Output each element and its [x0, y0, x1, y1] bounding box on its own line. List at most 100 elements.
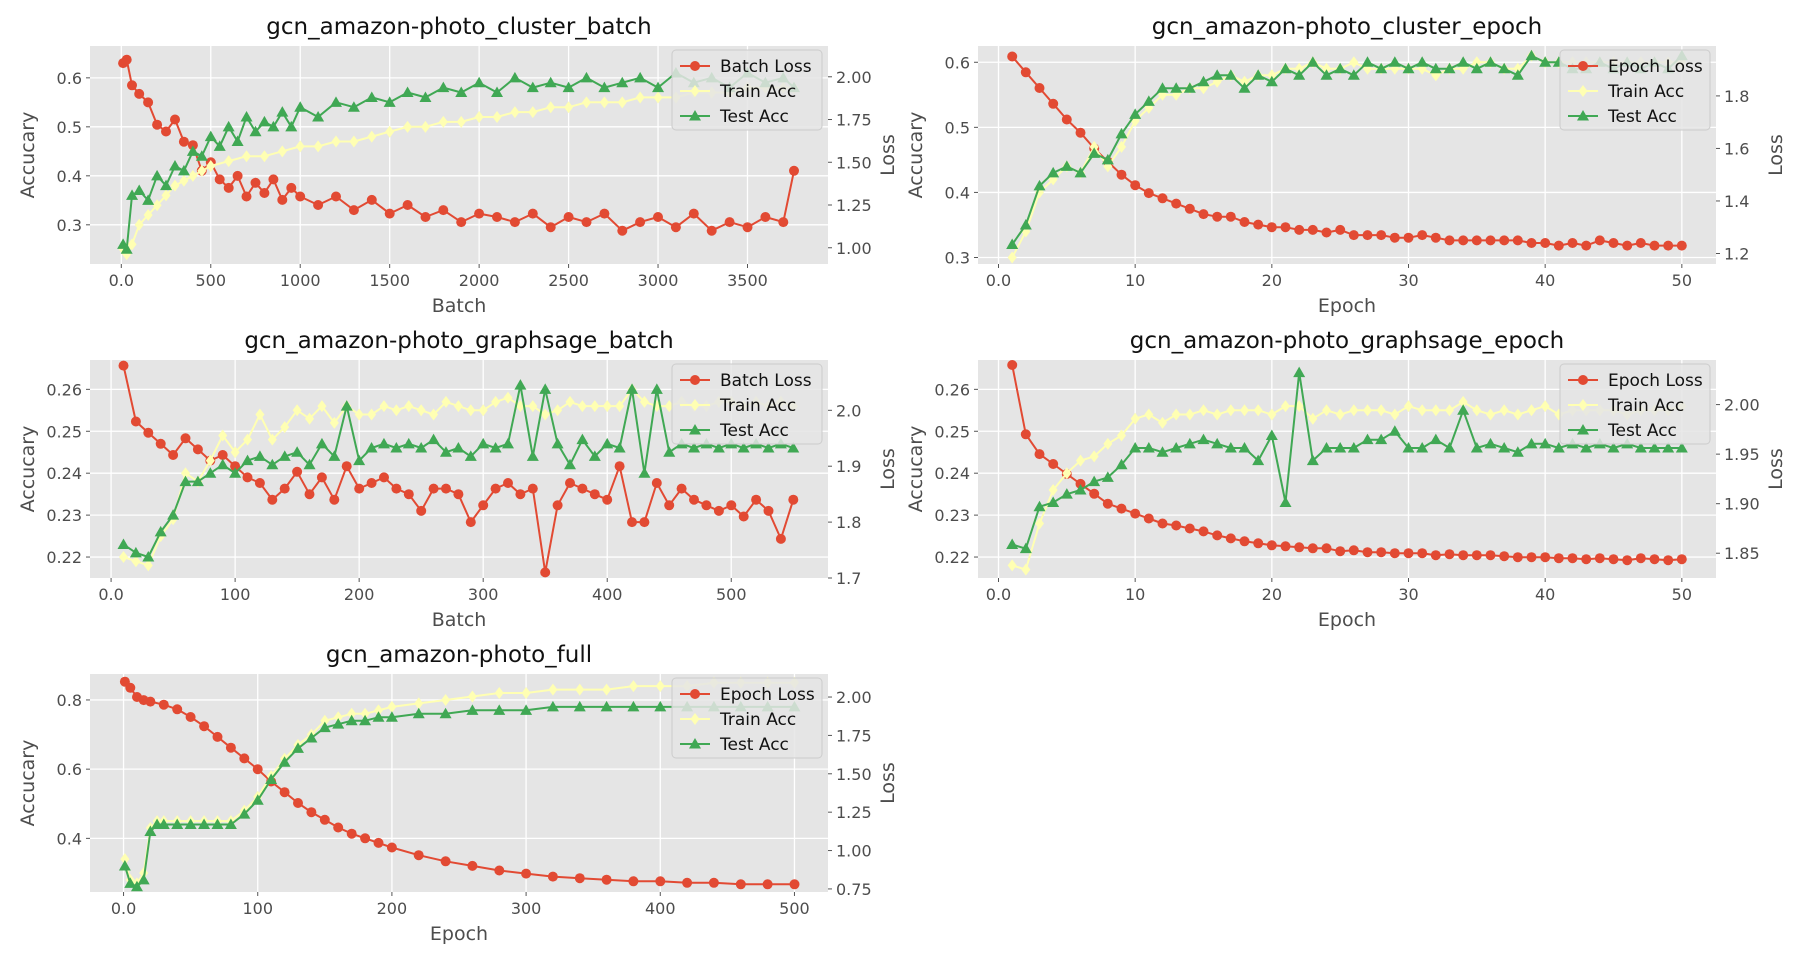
data-point-test-acc	[142, 551, 155, 562]
data-point-batch-loss	[217, 450, 228, 460]
legend-swatch-marker	[690, 399, 700, 411]
legend: Batch Loss Train Acc Test Acc	[671, 49, 823, 131]
x-axis-label: Epoch	[430, 923, 488, 945]
data-point-test-acc	[455, 86, 468, 98]
data-point-test-acc	[294, 101, 307, 112]
data-point-epoch-loss	[1594, 235, 1605, 246]
legend-box	[671, 49, 823, 131]
data-point-batch-loss	[478, 500, 489, 511]
data-point-test-acc	[238, 808, 251, 819]
data-point-test-acc	[118, 860, 131, 871]
data-point-batch-loss	[168, 450, 179, 460]
data-point-epoch-loss	[125, 682, 136, 693]
data-point-epoch-loss	[1512, 552, 1523, 563]
data-point-test-acc	[415, 442, 428, 453]
data-point-epoch-loss	[1403, 548, 1414, 559]
data-point-batch-loss	[617, 225, 628, 236]
x-tick-label: 200	[377, 899, 408, 918]
data-point-test-acc	[526, 81, 539, 93]
data-point-train-acc	[1130, 412, 1140, 425]
data-point-epoch-loss	[1048, 459, 1059, 469]
data-point-test-acc	[216, 458, 229, 470]
data-point-test-acc	[737, 442, 750, 453]
data-point-batch-loss	[614, 461, 625, 472]
data-point-epoch-loss	[1526, 552, 1537, 563]
data-point-test-acc	[1648, 442, 1661, 453]
data-point-epoch-loss	[319, 814, 330, 825]
data-point-train-acc	[474, 111, 484, 124]
data-point-batch-loss	[527, 208, 538, 219]
data-point-train-acc	[181, 467, 191, 480]
data-point-test-acc	[1156, 82, 1169, 93]
data-point-epoch-loss	[1430, 232, 1441, 243]
data-point-epoch-loss	[1102, 498, 1113, 509]
data-point-train-acc	[1404, 400, 1413, 413]
data-point-epoch-loss	[1253, 538, 1264, 549]
data-point-batch-loss	[214, 174, 225, 185]
data-point-test-acc	[1252, 454, 1265, 466]
data-point-test-acc	[1402, 62, 1415, 74]
data-point-epoch-loss	[1184, 203, 1195, 214]
data-point-test-acc	[1101, 471, 1114, 482]
data-point-epoch-loss	[655, 876, 666, 887]
data-point-train-acc	[1513, 408, 1523, 421]
data-point-test-acc	[1279, 62, 1292, 74]
data-point-epoch-loss	[1225, 211, 1236, 222]
data-point-test-acc	[359, 714, 372, 726]
data-point-train-acc	[1089, 450, 1099, 463]
data-point-test-acc	[1306, 56, 1319, 67]
data-point-train-acc	[354, 408, 364, 421]
y-tick-label: 0.26	[46, 380, 82, 399]
data-point-batch-loss	[313, 200, 324, 210]
data-point-epoch-loss	[1171, 520, 1182, 531]
data-point-batch-loss	[789, 165, 799, 176]
data-point-batch-loss	[152, 119, 163, 130]
data-point-test-acc	[211, 818, 224, 830]
data-point-train-acc	[494, 687, 504, 700]
legend-swatch-marker	[1578, 61, 1588, 71]
data-point-train-acc	[521, 687, 531, 700]
data-point-epoch-loss	[1321, 543, 1332, 554]
x-tick-label: 0.0	[111, 899, 136, 918]
data-point-epoch-loss	[1007, 51, 1018, 62]
data-point-test-acc	[1511, 446, 1524, 457]
data-point-train-acc	[548, 683, 558, 696]
data-point-test-acc	[1511, 69, 1524, 80]
legend-swatch-marker	[689, 738, 701, 749]
data-point-test-acc	[345, 714, 358, 726]
data-point-test-acc	[224, 818, 237, 830]
data-point-epoch-loss	[789, 879, 800, 890]
legend-label: Train Acc	[1607, 82, 1684, 102]
data-point-test-acc	[526, 450, 539, 461]
data-point-train-acc	[1007, 559, 1017, 572]
data-point-epoch-loss	[574, 873, 585, 884]
data-point-test-acc	[315, 437, 328, 449]
data-point-test-acc	[1539, 56, 1552, 67]
y-tick-label: 0.5	[945, 118, 970, 137]
data-point-epoch-loss	[279, 787, 290, 798]
data-point-test-acc	[477, 437, 490, 449]
data-point-train-acc	[655, 680, 665, 693]
data-point-batch-loss	[366, 478, 377, 488]
y-tick-label: 0.23	[934, 506, 970, 525]
data-point-test-acc	[157, 818, 170, 830]
data-point-test-acc	[291, 446, 304, 457]
data-point-batch-loss	[354, 483, 365, 494]
data-point-test-acc	[1129, 442, 1142, 453]
data-point-test-acc	[318, 721, 331, 733]
data-point-batch-loss	[689, 494, 699, 505]
data-point-epoch-loss	[306, 807, 317, 818]
x-tick-label: 200	[344, 585, 375, 604]
data-point-train-acc	[1349, 56, 1359, 69]
data-point-batch-loss	[581, 217, 592, 228]
data-point-train-acc	[259, 150, 269, 163]
data-point-test-acc	[1142, 442, 1155, 453]
data-point-batch-loss	[515, 489, 526, 500]
data-point-batch-loss	[627, 517, 637, 528]
data-point-batch-loss	[474, 208, 485, 219]
chart-title: gcn_amazon-photo_graphsage_epoch	[1130, 328, 1564, 354]
data-point-epoch-loss	[1061, 114, 1072, 125]
data-point-test-acc	[489, 442, 502, 453]
x-tick-label: 2000	[459, 271, 500, 290]
y-axis-label: Accucary	[17, 426, 39, 513]
